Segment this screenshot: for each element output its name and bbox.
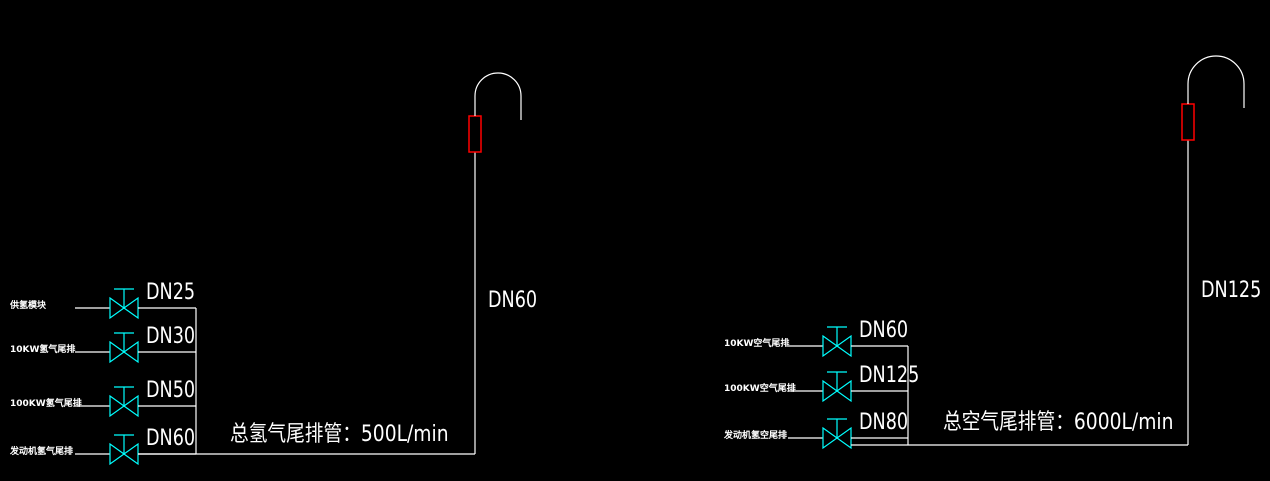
branch-source-label: 发动机氢气尾排 bbox=[10, 447, 74, 457]
valve-icon bbox=[822, 418, 852, 450]
main-pipe-title: 总空气尾排管：6000L/min bbox=[943, 410, 1174, 435]
branch-size-label: DN125 bbox=[859, 363, 920, 388]
flame-arrester-icon bbox=[1181, 103, 1195, 141]
branch-source-label: 发动机氢空尾排 bbox=[724, 431, 788, 441]
valve-icon bbox=[822, 326, 852, 358]
branch-source-label: 供氢模块 bbox=[10, 301, 47, 311]
branch-size-label: DN30 bbox=[146, 324, 196, 349]
valve-icon bbox=[109, 288, 139, 320]
riser-size-label: DN60 bbox=[488, 288, 538, 313]
vent-gooseneck bbox=[474, 72, 522, 120]
valve-icon bbox=[109, 434, 139, 466]
branch-source-label: 100KW空气尾排 bbox=[724, 384, 796, 394]
branch-size-label: DN50 bbox=[146, 378, 196, 403]
main-pipe-title: 总氢气尾排管：500L/min bbox=[230, 422, 449, 447]
branch-size-label: DN60 bbox=[146, 426, 196, 451]
riser-size-label: DN125 bbox=[1201, 278, 1262, 303]
branch-source-label: 100KW氢气尾排 bbox=[10, 399, 82, 409]
flame-arrester-text bbox=[472, 122, 478, 146]
valve-icon bbox=[822, 371, 852, 403]
branch-source-label: 10KW空气尾排 bbox=[724, 339, 790, 349]
branch-source-label: 10KW氢气尾排 bbox=[10, 345, 76, 355]
valve-icon bbox=[109, 386, 139, 418]
valve-icon bbox=[109, 332, 139, 364]
branch-size-label: DN60 bbox=[859, 318, 909, 343]
flame-arrester-icon bbox=[468, 115, 482, 153]
flame-arrester-text bbox=[1185, 110, 1191, 134]
branch-size-label: DN25 bbox=[146, 280, 196, 305]
vent-gooseneck bbox=[1187, 55, 1245, 108]
branch-size-label: DN80 bbox=[859, 410, 909, 435]
